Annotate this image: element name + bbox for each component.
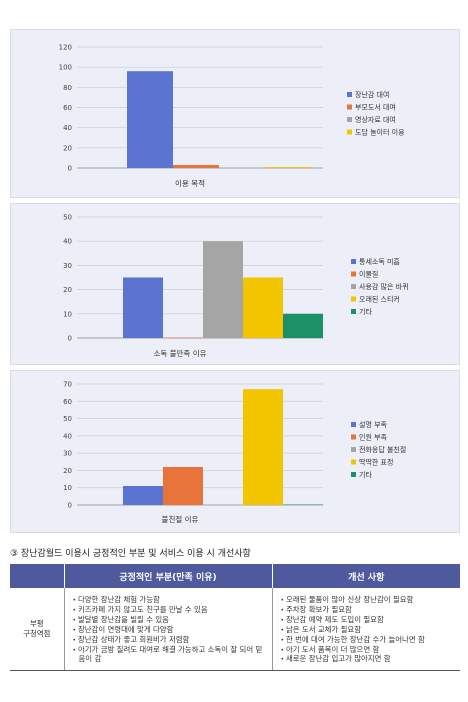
y-tick-label: 40 (63, 124, 72, 132)
legend-label: 영상자료 대여 (355, 115, 396, 124)
bar-2 (163, 337, 203, 338)
y-tick-label: 20 (63, 286, 72, 294)
legend-label: 부모도서 대여 (355, 103, 396, 112)
bar-3 (203, 241, 243, 338)
bar-5 (283, 504, 323, 505)
legend-swatch (351, 259, 356, 264)
list-item: 발달별 장난감을 빌릴 수 있음 (71, 615, 266, 625)
legend-swatch (347, 117, 352, 122)
y-tick-label: 60 (63, 104, 72, 112)
table-header-row: 긍정적인 부분(만족 이유) 개선 사항 (10, 564, 460, 588)
legend-swatch (347, 129, 352, 135)
list-item: 한 번에 대여 가능한 장난감 수가 늘어나면 함 (279, 635, 455, 645)
legend-label: 기타 (359, 470, 372, 479)
legend-label: 딱딱한 표정 (359, 458, 393, 467)
y-tick-label: 30 (63, 450, 72, 458)
x-axis-label: 소독 불만족 이유 (153, 348, 206, 358)
y-tick-label: 80 (63, 84, 72, 92)
y-tick-label: 70 (63, 381, 72, 389)
legend-label: 인원 부족 (359, 433, 388, 442)
legend-swatch (351, 447, 356, 452)
improvements-cell: 오래된 물품이 많아 신상 장난감이 필요함 주차장 확보가 필요함 장난감 예… (272, 588, 460, 672)
y-tick-label: 40 (63, 238, 72, 246)
bar-3 (203, 504, 243, 505)
positives-cell: 다양한 장난감 체험 가능함 키즈카페 가지 않고도 친구를 만날 수 있음 발… (64, 588, 273, 672)
bar-1 (123, 485, 163, 505)
legend-swatch (351, 309, 356, 314)
legend-swatch (351, 284, 356, 289)
list-item: 낡은 도서 교체가 필요함 (279, 625, 455, 635)
legend-swatch (351, 422, 356, 427)
y-tick-label: 30 (63, 262, 72, 270)
bar-1 (127, 71, 173, 168)
positives-list: 다양한 장난감 체험 가능함 키즈카페 가지 않고도 친구를 만날 수 있음 발… (71, 595, 266, 664)
legend-label: 도담 놀이터 이용 (355, 128, 405, 137)
bar-5 (283, 313, 323, 338)
legend-swatch (351, 459, 356, 465)
y-tick-label: 20 (63, 467, 72, 475)
list-item: 아기 도서 품목이 더 많으면 함 (279, 645, 455, 655)
legend-swatch (351, 296, 356, 302)
list-item: 장난감 예약 제도 도입이 필요함 (279, 615, 455, 625)
header-positives: 긍정적인 부분(만족 이유) (64, 564, 273, 588)
legend-swatch (347, 92, 352, 97)
table-row: 부평 구청역점 다양한 장난감 체험 가능함 키즈카페 가지 않고도 친구를 만… (10, 588, 460, 672)
header-empty (10, 564, 65, 588)
bar-3 (219, 167, 265, 168)
legend-label: 기타 (359, 307, 372, 316)
bar-2 (163, 466, 203, 505)
summary-table: 긍정적인 부분(만족 이유) 개선 사항 부평 구청역점 다양한 장난감 체험 … (10, 564, 460, 672)
list-item: 아기가 금방 질려도 대여로 해결 가능하고 소독이 잘 되어 믿음이 감 (71, 645, 266, 665)
row-label-line1: 부평 (29, 619, 44, 629)
y-tick-label: 100 (59, 64, 72, 72)
legend-swatch (351, 434, 356, 440)
list-item: 장난감이 연령대에 맞게 다양함 (71, 625, 266, 635)
y-tick-label: 0 (68, 165, 72, 173)
y-tick-label: 50 (63, 415, 72, 423)
x-axis-label: 불친절 이유 (162, 514, 199, 524)
row-label: 부평 구청역점 (10, 588, 65, 672)
y-tick-label: 60 (63, 398, 72, 406)
legend-label: 오래된 스티커 (359, 295, 400, 304)
y-tick-label: 120 (59, 44, 72, 52)
y-tick-label: 50 (63, 214, 72, 222)
list-item: 다양한 장난감 체험 가능함 (71, 595, 266, 605)
x-axis-label: 이용 목적 (175, 178, 205, 188)
list-item: 키즈카페 가지 않고도 친구를 만날 수 있음 (71, 605, 266, 615)
legend-label: 장난감 대여 (355, 90, 389, 99)
legend-label: 통세소독 미흡 (359, 257, 400, 266)
bar-4 (243, 277, 283, 338)
bar-2 (173, 164, 219, 168)
improvements-list: 오래된 물품이 많아 신상 장난감이 필요함 주차장 확보가 필요함 장난감 예… (279, 595, 455, 664)
legend-label: 전화응답 불친절 (359, 445, 406, 454)
legend-swatch (351, 271, 356, 277)
y-tick-label: 0 (68, 335, 72, 343)
bar-4 (265, 166, 311, 168)
bar-4 (243, 389, 283, 505)
y-tick-label: 40 (63, 432, 72, 440)
bar-1 (123, 277, 163, 338)
legend-swatch (347, 104, 352, 110)
y-tick-label: 20 (63, 144, 72, 152)
y-tick-label: 10 (63, 484, 72, 492)
legend-swatch (351, 472, 356, 477)
legend-label: 사용감 많은 바퀴 (359, 282, 409, 291)
section-heading: ③ 장난감월드 이용시 긍정적인 부분 및 서비스 이용 시 개선사항 (10, 549, 251, 559)
legend-label: 이물질 (359, 270, 378, 279)
y-tick-label: 10 (63, 310, 72, 318)
header-improvements: 개선 사항 (272, 564, 460, 588)
legend-label: 설명 부족 (359, 420, 388, 429)
list-item: 오래된 물품이 많아 신상 장난감이 필요함 (279, 595, 455, 605)
list-item: 주차장 확보가 필요함 (279, 605, 455, 615)
list-item: 장난감 상태가 좋고 회원비가 저렴함 (71, 635, 266, 645)
row-label-line2: 구청역점 (23, 629, 51, 639)
y-tick-label: 0 (68, 502, 72, 510)
list-item: 새로운 장난감 입고가 많아지면 함 (279, 654, 455, 664)
